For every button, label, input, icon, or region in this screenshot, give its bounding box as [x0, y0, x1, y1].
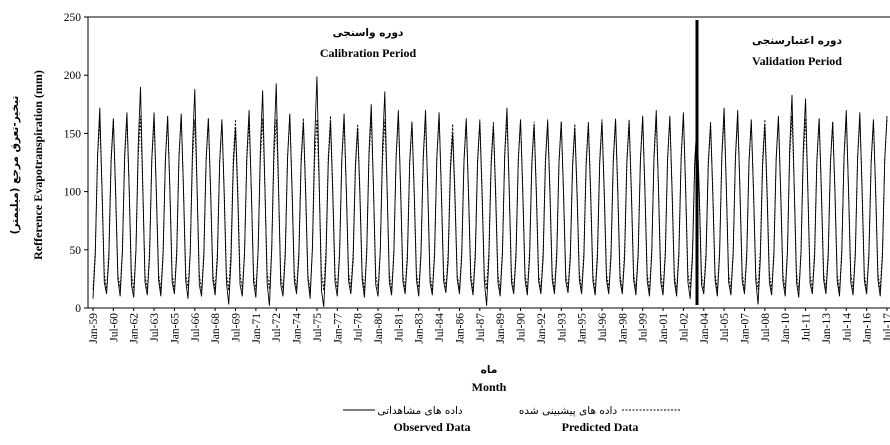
x-tick-label: Jan-71 — [251, 313, 263, 344]
x-tick-label: Jan-83 — [414, 313, 426, 344]
annotation: Calibration Period — [320, 46, 417, 60]
x-tick-label: Jul-05 — [719, 313, 731, 342]
x-tick-label: Jul-17 — [882, 313, 890, 342]
x-tick-label: Jul-69 — [231, 313, 243, 342]
x-tick-label: Jan-13 — [821, 313, 833, 344]
x-tick-label: Jan-59 — [88, 313, 100, 344]
x-tick-label: Jul-08 — [760, 313, 772, 342]
y-axis-label-fa: تبخیر-تعرق مرجع (میلیمتر) — [9, 96, 21, 235]
x-tick-label: Jul-14 — [841, 313, 853, 342]
annotation: Validation Period — [752, 54, 842, 68]
x-tick-label: Jul-99 — [638, 313, 650, 342]
legend-label: Predicted Data — [562, 420, 639, 434]
x-tick-label: Jul-78 — [353, 313, 365, 342]
legend-label: Observed Data — [394, 420, 471, 434]
x-tick-label: Jan-01 — [658, 313, 670, 344]
x-tick-label: Jan-92 — [536, 313, 548, 344]
x-tick-label: Jul-81 — [393, 313, 405, 342]
x-axis-label-fa: ماه — [481, 364, 498, 376]
x-tick-label: Jul-93 — [556, 313, 568, 342]
x-tick-label: Jan-95 — [577, 313, 589, 344]
x-tick-label: Jan-68 — [210, 313, 222, 344]
x-tick-label: Jul-84 — [434, 313, 446, 342]
series-line — [92, 76, 888, 307]
x-tick-label: Jan-98 — [617, 313, 629, 344]
x-tick-label: Jul-75 — [312, 313, 324, 342]
x-tick-label: Jul-60 — [108, 313, 120, 342]
x-tick-label: Jul-96 — [597, 313, 609, 342]
x-tick-label: Jul-90 — [516, 313, 528, 342]
x-tick-label: Jan-10 — [780, 313, 792, 344]
x-tick-label: Jan-77 — [332, 313, 344, 344]
x-tick-label: Jan-16 — [862, 313, 874, 344]
x-tick-label: Jan-04 — [699, 313, 711, 344]
x-tick-label: Jul-72 — [271, 313, 283, 342]
x-tick-label: Jan-62 — [129, 313, 141, 344]
x-tick-label: Jan-89 — [495, 313, 507, 344]
x-tick-label: Jul-87 — [475, 313, 487, 342]
x-axis-label: Month — [472, 380, 507, 394]
x-tick-label: Jan-80 — [373, 313, 385, 344]
series-line — [92, 115, 888, 292]
y-tick-label: 100 — [64, 187, 82, 199]
legend-label-fa: داده های پیشبینی شده — [519, 405, 618, 417]
x-tick-label: Jul-63 — [149, 313, 161, 342]
x-tick-label: Jul-11 — [801, 313, 813, 342]
x-tick-label: Jan-74 — [292, 313, 304, 344]
y-tick-label: 50 — [70, 245, 82, 257]
legend-label-fa: داده های مشاهداتی — [377, 405, 463, 417]
y-tick-label: 200 — [64, 70, 82, 82]
y-tick-label: 0 — [75, 303, 81, 315]
y-tick-label: 250 — [64, 12, 82, 24]
x-tick-label: Jan-07 — [739, 313, 751, 344]
annotation: دوره اعتبارسنجی — [752, 35, 843, 47]
y-tick-label: 150 — [64, 128, 82, 140]
annotation: دوره واسنجی — [333, 27, 404, 39]
x-tick-label: Jan-65 — [169, 313, 181, 344]
x-tick-label: Jan-86 — [454, 313, 466, 344]
x-tick-label: Jul-02 — [678, 313, 690, 342]
y-axis-label: Refference Evapotranspiration (mm) — [31, 70, 45, 260]
x-tick-label: Jul-66 — [190, 313, 202, 342]
